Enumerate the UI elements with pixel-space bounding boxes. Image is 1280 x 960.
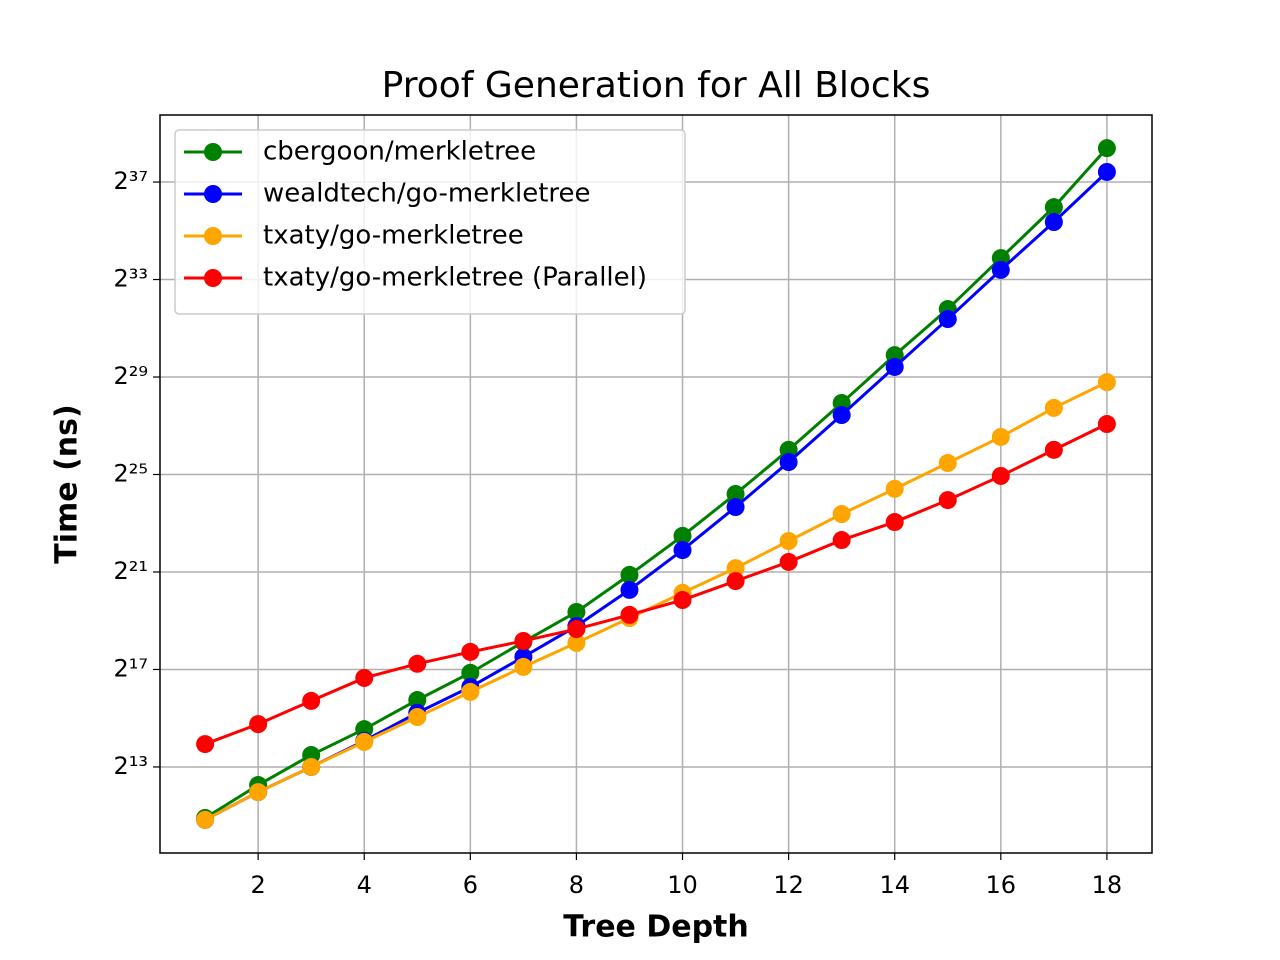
point (779, 453, 798, 472)
legend-marker (204, 227, 222, 245)
point (673, 526, 692, 545)
point (461, 663, 480, 682)
point (726, 498, 745, 517)
legend-box (174, 129, 686, 315)
point (567, 633, 586, 652)
point (567, 620, 586, 639)
point (779, 552, 798, 571)
point (1044, 398, 1063, 417)
x-tick-label: 6 (463, 871, 478, 899)
point (1097, 373, 1116, 392)
y-tick-label: 2²⁹ (113, 362, 148, 390)
point (938, 454, 957, 473)
chart-title: Proof Generation for All Blocks (382, 65, 931, 106)
point (991, 466, 1010, 485)
point (726, 559, 745, 578)
point (1097, 415, 1116, 434)
point (514, 657, 533, 676)
point (1044, 440, 1063, 459)
point (249, 783, 268, 802)
point (514, 631, 533, 650)
point (726, 484, 745, 503)
point (461, 642, 480, 661)
point (302, 757, 321, 776)
point (620, 565, 639, 584)
point (620, 605, 639, 624)
y-tick-label: 2³⁷ (113, 167, 148, 195)
point (938, 310, 957, 329)
y-tick-label: 2¹⁷ (113, 654, 148, 682)
x-tick-label: 14 (879, 871, 910, 899)
x-axis-label: Tree Depth (563, 910, 749, 945)
point (726, 572, 745, 591)
y-tick-label: 2³³ (113, 265, 148, 293)
x-tick-label: 18 (1092, 871, 1123, 899)
point (620, 580, 639, 599)
point (938, 491, 957, 510)
legend-marker (204, 185, 222, 203)
point (196, 735, 215, 754)
series-line (204, 422, 1108, 746)
point (408, 654, 427, 673)
point (673, 591, 692, 610)
legend-label: cbergoon/merkletree (263, 137, 536, 167)
point (1097, 139, 1116, 158)
point (832, 505, 851, 524)
point (567, 602, 586, 621)
point (249, 715, 268, 734)
point (673, 541, 692, 560)
y-tick-label: 2¹³ (113, 752, 148, 780)
x-tick-label: 4 (357, 871, 372, 899)
point (885, 513, 904, 532)
y-axis-label: Time (ns) (50, 404, 85, 563)
legend-label: txaty/go-merkletree (263, 221, 524, 251)
point (1044, 213, 1063, 232)
y-tick-label: 2²⁵ (113, 459, 148, 487)
x-tick-label: 2 (250, 871, 265, 899)
point (991, 427, 1010, 446)
point (355, 668, 374, 687)
point (832, 406, 851, 425)
point (885, 479, 904, 498)
point (1097, 162, 1116, 181)
legend-marker (204, 269, 222, 287)
point (991, 260, 1010, 279)
plot-frame (159, 114, 1153, 854)
legend-label: txaty/go-merkletree (Parallel) (263, 263, 647, 293)
series-line (204, 380, 1108, 822)
y-tick-label: 2²¹ (113, 557, 148, 585)
x-tick-label: 16 (986, 871, 1017, 899)
point (196, 810, 215, 829)
point (408, 691, 427, 710)
point (408, 708, 427, 727)
point (302, 691, 321, 710)
point (355, 732, 374, 751)
x-tick-label: 8 (569, 871, 584, 899)
point (1044, 198, 1063, 217)
series-line (204, 147, 1109, 820)
point (832, 531, 851, 550)
point (779, 532, 798, 551)
x-tick-label: 10 (667, 871, 698, 899)
x-tick-label: 12 (773, 871, 804, 899)
point (885, 357, 904, 376)
legend-marker (204, 143, 222, 161)
legend-label: wealdtech/go-merkletree (263, 179, 591, 209)
point (461, 682, 480, 701)
